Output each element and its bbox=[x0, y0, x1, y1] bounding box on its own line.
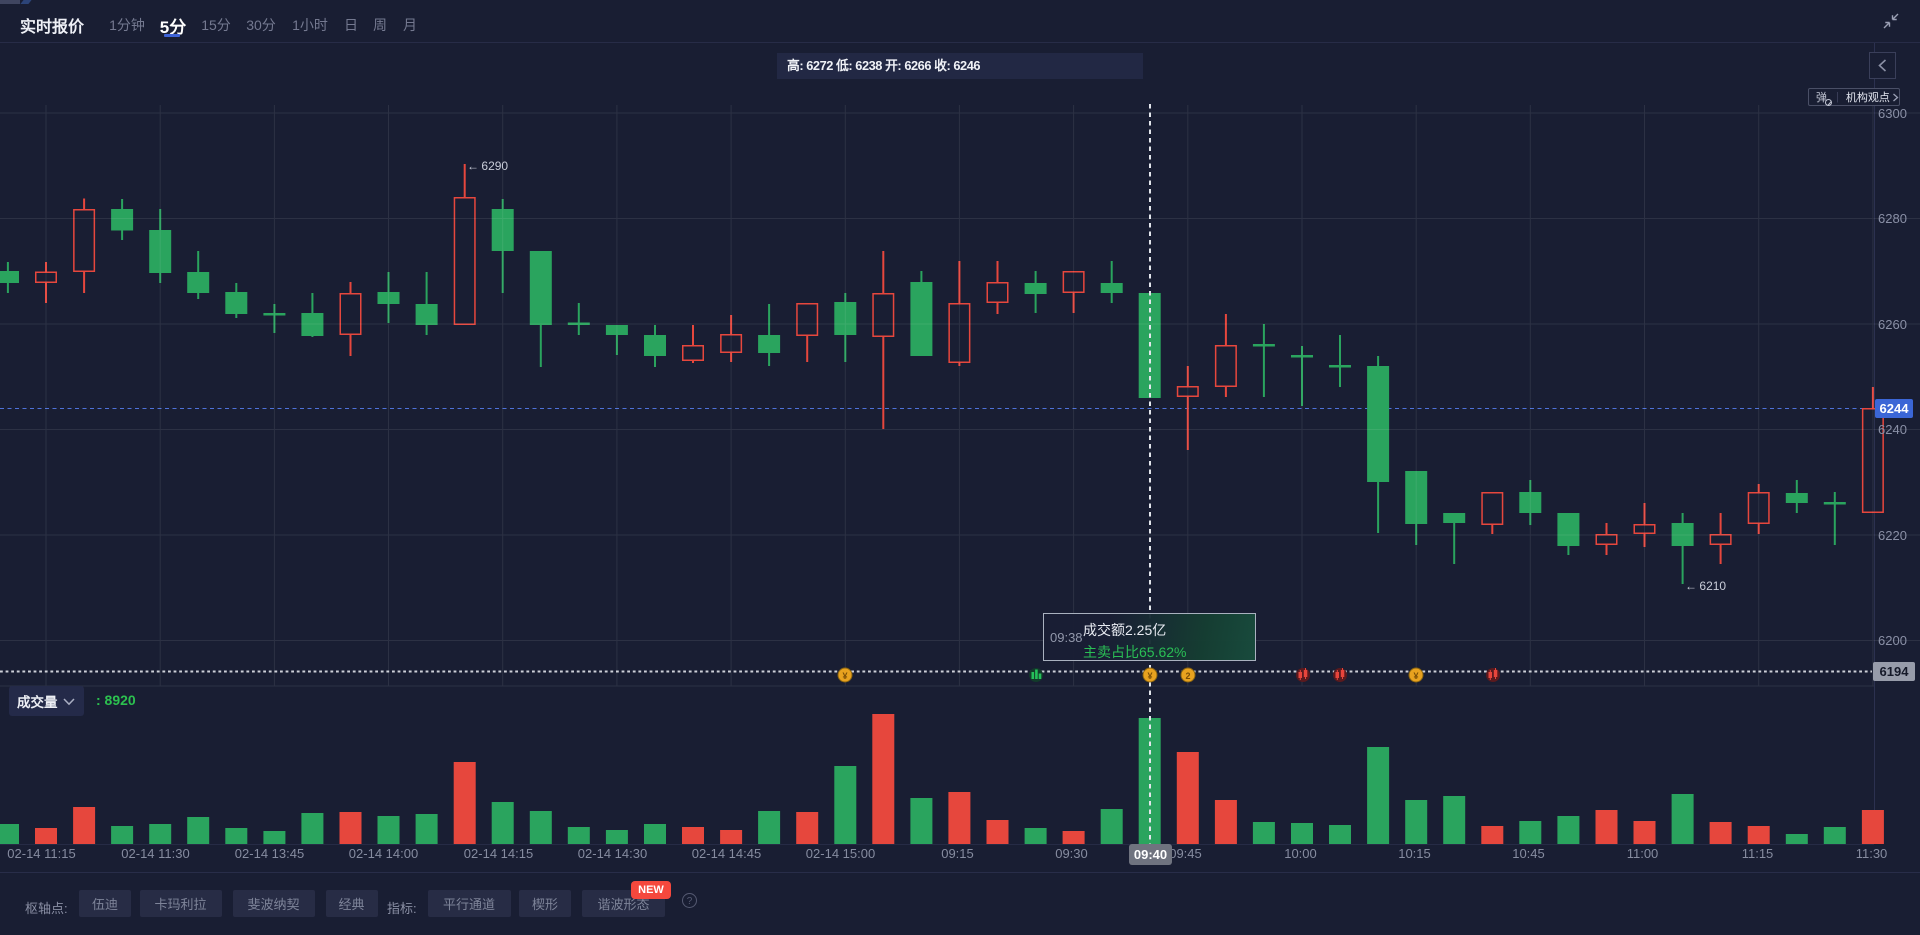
svg-text:¥: ¥ bbox=[842, 671, 847, 681]
svg-text:¥: ¥ bbox=[1147, 671, 1152, 681]
svg-text:2: 2 bbox=[1185, 671, 1190, 681]
svg-text:¥: ¥ bbox=[1413, 671, 1418, 681]
